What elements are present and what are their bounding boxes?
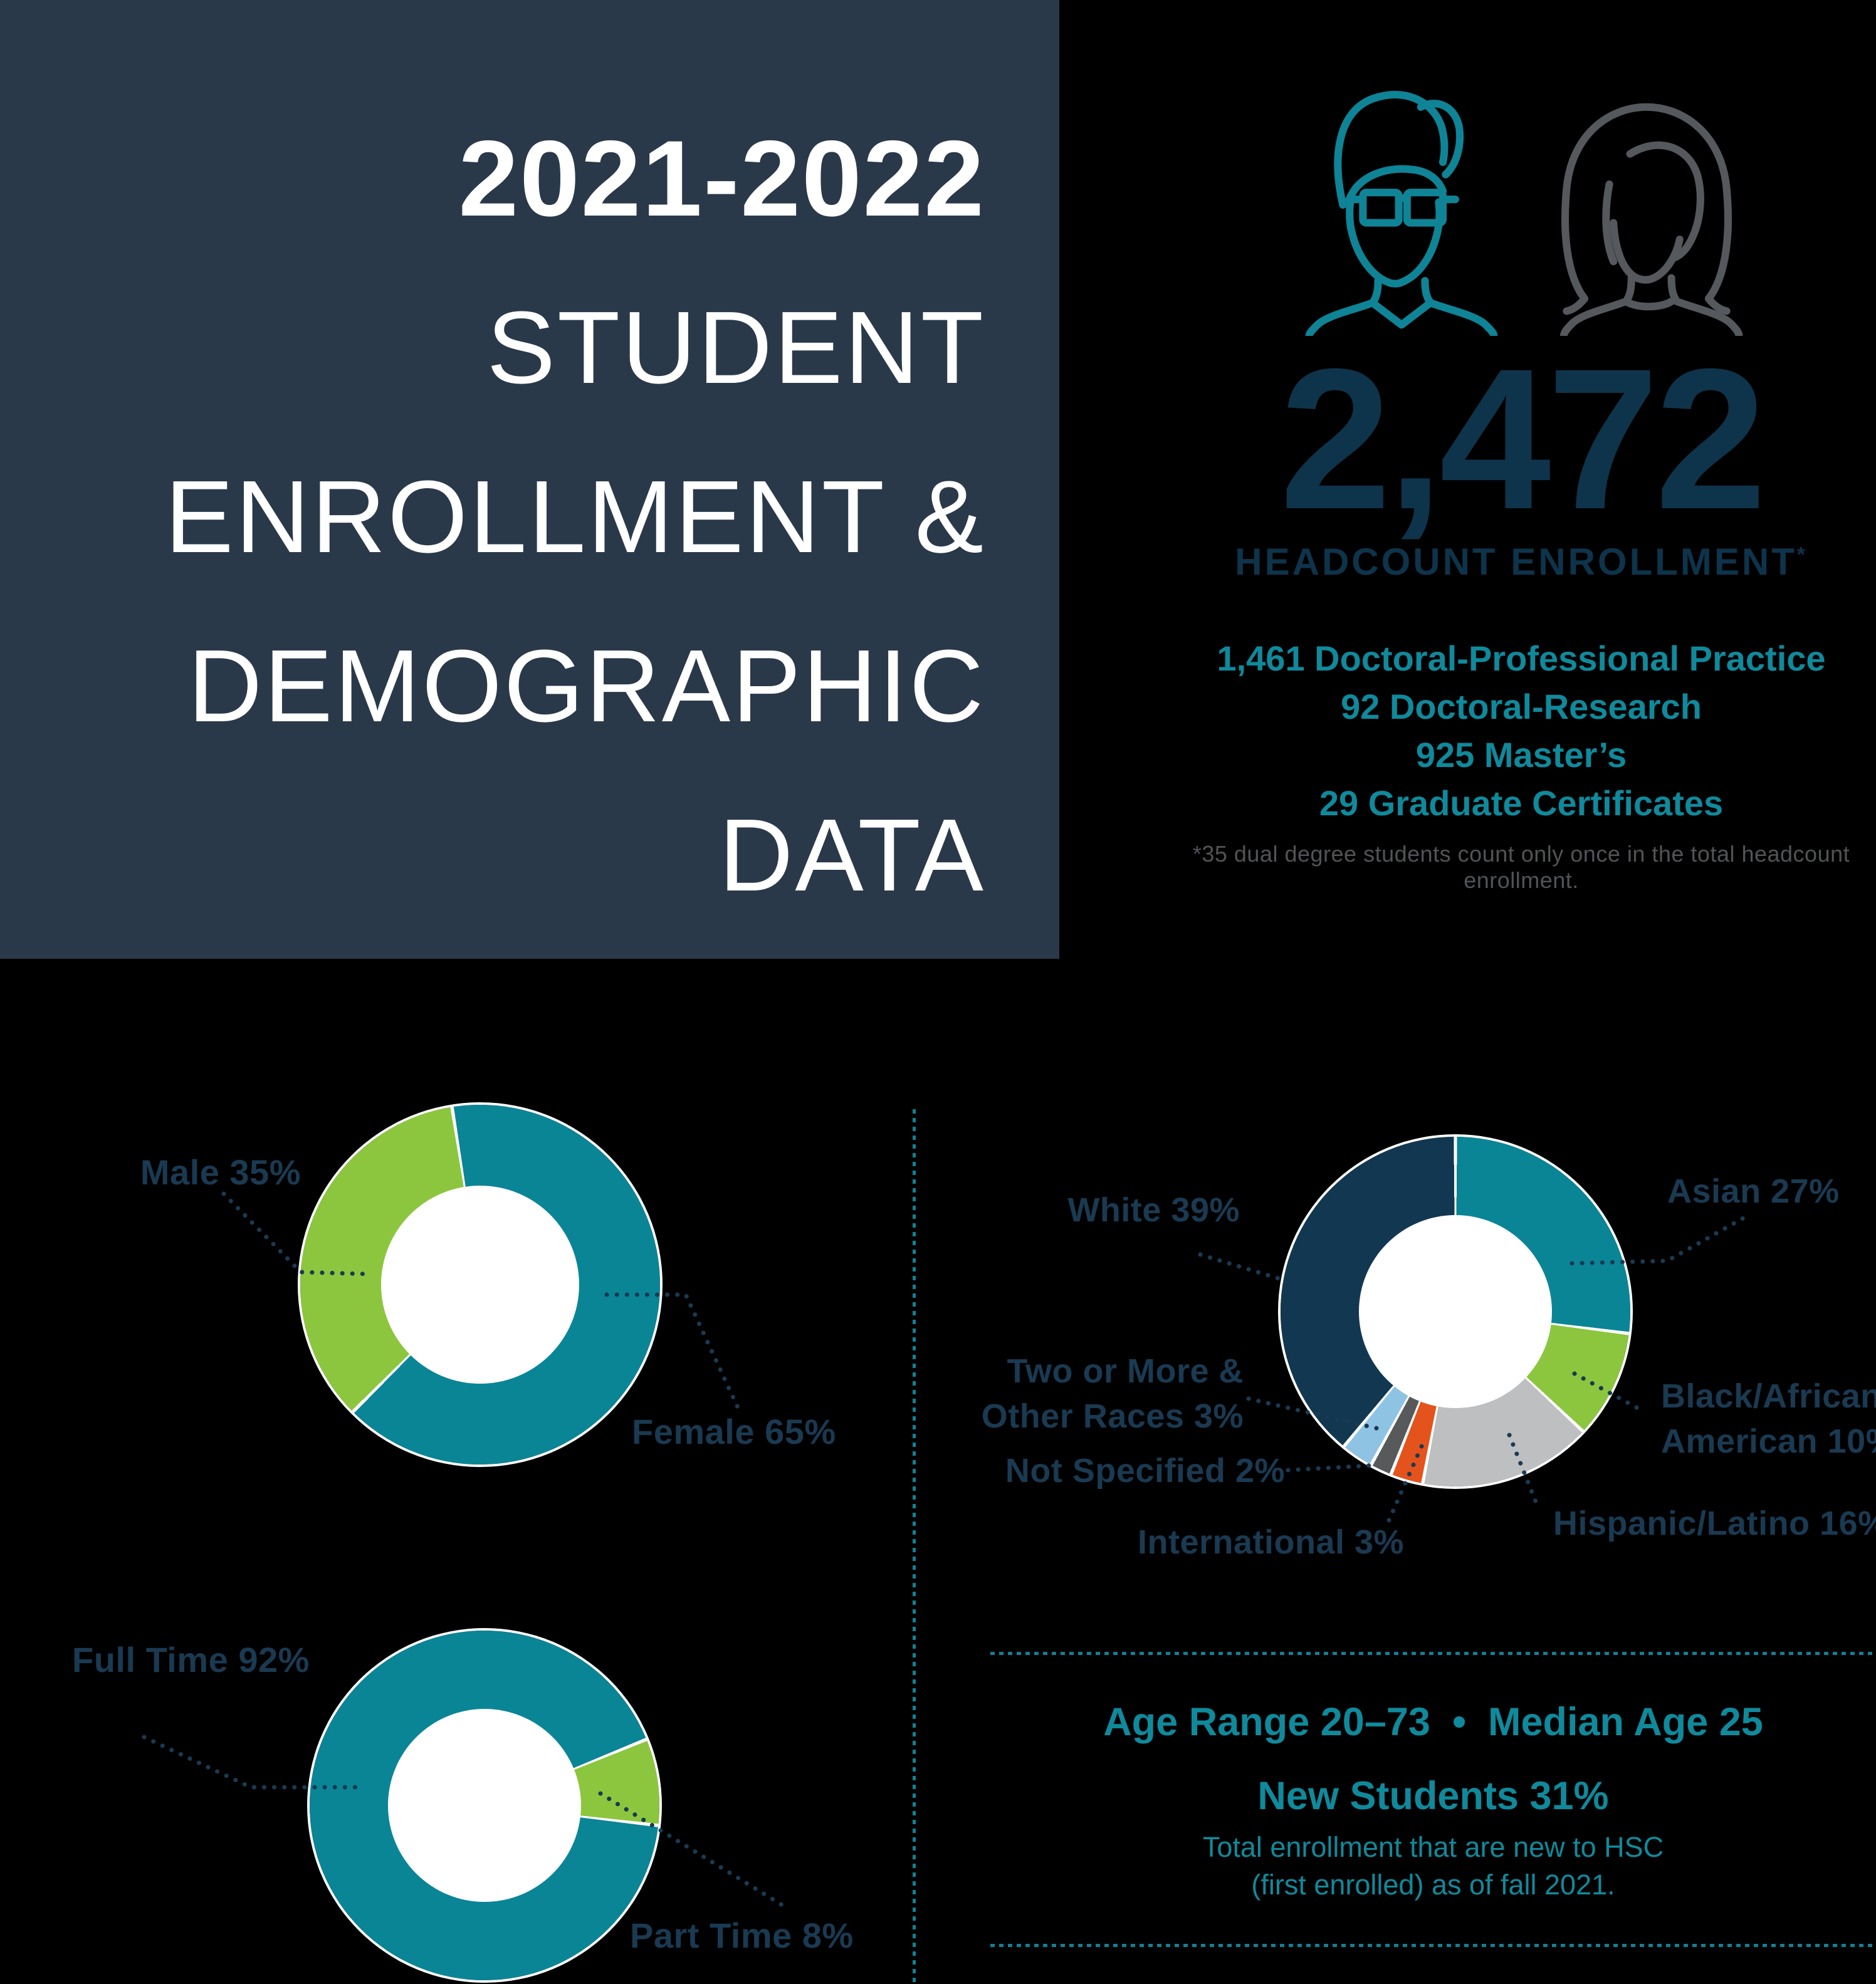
- title-line-demographic: DEMOGRAPHIC: [187, 629, 985, 743]
- degree-breakdown-list: 1,461 Doctoral-Professional Practice 92 …: [1167, 634, 1875, 827]
- male-person-icon: [1305, 91, 1498, 336]
- black-label-line2: American 10%: [1661, 1423, 1876, 1460]
- black-label-line1: Black/African: [1661, 1377, 1876, 1415]
- international-slice-label: International 3%: [1138, 1523, 1405, 1561]
- bottom-dashed-divider: [990, 1944, 1876, 1947]
- race-ethnicity-donut-chart: [1281, 1137, 1630, 1486]
- gender-donut-chart: [300, 1105, 660, 1465]
- headcount-footnote-marker: *: [1796, 543, 1808, 566]
- black-african-american-slice-label: Black/African American 10%: [1661, 1374, 1876, 1464]
- female-slice-label: Female 65%: [632, 1412, 836, 1451]
- full-time-slice-label: Full Time 92%: [72, 1640, 310, 1679]
- new-students-note-line1: Total enrollment that are new to HSC: [1202, 1831, 1664, 1863]
- title-line-data: DATA: [718, 798, 985, 912]
- top-dashed-divider: [990, 1652, 1876, 1655]
- headcount-label-text: HEADCOUNT ENROLLMENT: [1235, 541, 1797, 583]
- breakdown-doctoral-professional: 1,461 Doctoral-Professional Practice: [1217, 639, 1826, 678]
- asian-slice-label: Asian 27%: [1667, 1172, 1840, 1210]
- title-line-enrollment: ENROLLMENT &: [165, 459, 985, 574]
- vertical-dashed-divider: [913, 1109, 916, 1984]
- two-or-more-slice-label: Two or More & Other Races 3%: [982, 1349, 1244, 1439]
- breakdown-certificates: 29 Graduate Certificates: [1319, 783, 1724, 823]
- female-person-icon: [1559, 103, 1743, 336]
- white-slice-label: White 39%: [1067, 1191, 1240, 1229]
- enrollment-status-donut-chart: [310, 1631, 659, 1980]
- two-or-more-line1: Two or More &: [1007, 1352, 1244, 1390]
- white-leader-line: [1198, 1252, 1285, 1282]
- headcount-label: HEADCOUNT ENROLLMENT*: [1167, 540, 1875, 583]
- title-year: 2021-2022: [458, 118, 985, 239]
- breakdown-doctoral-research: 92 Doctoral-Research: [1341, 687, 1702, 726]
- part-time-slice-label: Part Time 8%: [630, 1916, 854, 1955]
- dual-degree-footnote: *35 dual degree students count only once…: [1192, 841, 1850, 893]
- hispanic-latino-slice-label: Hispanic/Latino 16%: [1553, 1505, 1876, 1542]
- new-students-note-line2: (first enrolled) as of fall 2021.: [1251, 1869, 1615, 1901]
- two-or-more-line2: Other Races 3%: [981, 1397, 1244, 1435]
- breakdown-masters: 925 Master’s: [1415, 735, 1627, 775]
- new-students-text: New Students 31%: [1257, 1774, 1609, 1818]
- male-slice-label: Male 35%: [140, 1152, 301, 1192]
- headcount-total: 2,472: [1279, 326, 1767, 551]
- age-range-median-text: Age Range 20–73 • Median Age 25: [1103, 1700, 1763, 1744]
- not-specified-leader-line: [1286, 1463, 1380, 1473]
- title-panel: 2021-2022 STUDENT ENROLLMENT & DEMOGRAPH…: [0, 0, 1059, 959]
- title-line-student: STUDENT: [486, 290, 985, 405]
- not-specified-slice-label: Not Specified 2%: [1005, 1452, 1285, 1490]
